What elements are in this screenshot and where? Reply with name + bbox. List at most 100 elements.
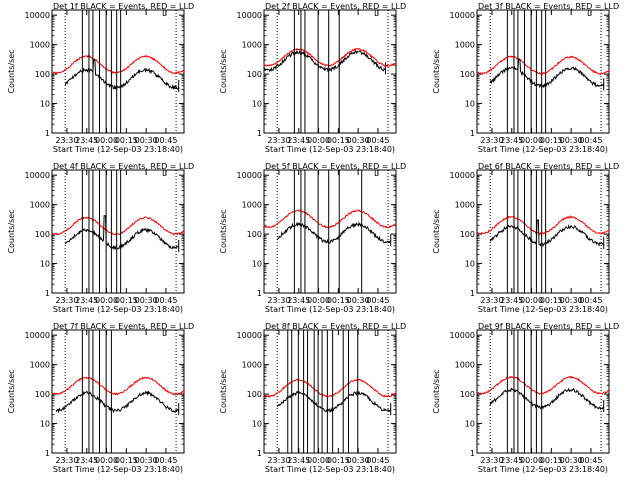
y-axis-label: Counts/sec [432, 209, 441, 253]
plot-frame [263, 169, 397, 294]
x-axis-label: Start Time (12-Sep-03 23:18:40) [478, 465, 608, 474]
y-axis-label: Counts/sec [7, 369, 16, 413]
y-tick-label: 100 [35, 230, 50, 239]
y-tick-label: 10 [252, 420, 262, 429]
panel-title: Det 4f BLACK = Events, RED = LLD [53, 162, 194, 171]
y-axis-label: Counts/sec [432, 369, 441, 413]
plot-frame [51, 9, 185, 134]
corner-label: L [374, 329, 379, 338]
plot-frame [476, 169, 610, 294]
series-events-line [64, 215, 180, 251]
series-events-line [55, 390, 180, 414]
plot-frame [263, 9, 397, 134]
x-tick-label: 00:30 [347, 136, 370, 145]
y-tick-label: 1 [257, 449, 262, 458]
y-tick-label: 1000 [242, 361, 262, 370]
x-tick-label: 23:45 [287, 136, 310, 145]
x-axis-label: Start Time (12-Sep-03 23:18:40) [53, 305, 183, 314]
x-tick-label: 23:30 [267, 136, 290, 145]
x-tick-label: 00:15 [540, 136, 563, 145]
panel-title: Det 2f BLACK = Events, RED = LLD [265, 2, 406, 11]
y-tick-label: 1 [45, 449, 50, 458]
x-tick-label: 00:00 [95, 136, 118, 145]
plot-frame [476, 329, 610, 454]
x-tick-label: 00:30 [560, 296, 583, 305]
x-tick-label: 00:30 [135, 456, 158, 465]
x-axis-label: Start Time (12-Sep-03 23:18:40) [265, 465, 395, 474]
x-tick-label: 23:45 [500, 136, 523, 145]
plot-frame [263, 329, 397, 454]
y-axis-label: Counts/sec [219, 209, 228, 253]
y-tick-label: 10000 [450, 171, 475, 180]
series-events-line [263, 49, 386, 73]
x-tick-label: 00:00 [307, 136, 330, 145]
series-events-line [64, 59, 180, 91]
x-tick-label: 23:30 [267, 296, 290, 305]
x-tick-label: 00:45 [579, 136, 602, 145]
x-tick-label: 23:30 [55, 456, 78, 465]
corner-label: L [374, 169, 379, 178]
x-tick-label: 00:30 [135, 296, 158, 305]
y-axis-label: Counts/sec [219, 49, 228, 93]
y-tick-label: 100 [460, 390, 475, 399]
x-axis-label: Start Time (12-Sep-03 23:18:40) [53, 465, 183, 474]
x-tick-label: 23:30 [55, 296, 78, 305]
x-tick-label: 00:30 [560, 456, 583, 465]
corner-label: L [162, 169, 167, 178]
series-lld-line [51, 216, 185, 236]
x-tick-label: 00:00 [307, 296, 330, 305]
y-tick-label: 100 [460, 70, 475, 79]
series-lld-line [476, 375, 610, 395]
y-tick-label: 100 [247, 230, 262, 239]
x-tick-label: 23:45 [500, 456, 523, 465]
x-tick-label: 23:45 [500, 296, 523, 305]
corner-label: L [162, 9, 167, 18]
y-tick-label: 100 [35, 390, 50, 399]
x-tick-label: 23:30 [480, 136, 503, 145]
y-tick-label: 10 [465, 260, 475, 269]
y-tick-label: 1000 [30, 361, 50, 370]
y-tick-label: 10 [252, 100, 262, 109]
panel-title: Det 8f BLACK = Events, RED = LLD [265, 322, 406, 331]
series-lld-line [263, 47, 397, 68]
y-axis-label: Counts/sec [7, 49, 16, 93]
y-axis-label: Counts/sec [7, 209, 16, 253]
y-tick-label: 1000 [242, 41, 262, 50]
series-lld-line [51, 376, 185, 396]
x-tick-label: 00:45 [579, 456, 602, 465]
y-tick-label: 10 [252, 260, 262, 269]
y-tick-label: 1 [470, 129, 475, 138]
x-tick-label: 00:15 [327, 296, 350, 305]
y-tick-label: 10000 [450, 11, 475, 20]
y-tick-label: 10 [40, 100, 50, 109]
series-events-line [489, 58, 605, 89]
y-tick-label: 10 [465, 100, 475, 109]
y-tick-label: 10 [40, 420, 50, 429]
x-axis-label: Start Time (12-Sep-03 23:18:40) [478, 145, 608, 154]
y-tick-label: 10000 [25, 11, 50, 20]
x-tick-label: 23:45 [75, 456, 98, 465]
corner-label: L [587, 169, 592, 178]
corner-label: L [162, 329, 167, 338]
y-tick-label: 100 [35, 70, 50, 79]
x-tick-label: 00:30 [135, 136, 158, 145]
x-tick-label: 00:15 [115, 136, 138, 145]
x-tick-label: 00:30 [347, 456, 370, 465]
x-axis-label: Start Time (12-Sep-03 23:18:40) [265, 305, 395, 314]
series-lld-line [476, 55, 610, 76]
corner-label: L [374, 9, 379, 18]
y-tick-label: 100 [247, 390, 262, 399]
x-tick-label: 00:15 [327, 456, 350, 465]
x-tick-label: 00:15 [115, 296, 138, 305]
x-tick-label: 00:45 [154, 456, 177, 465]
x-tick-label: 23:30 [267, 456, 290, 465]
x-tick-label: 23:45 [75, 296, 98, 305]
x-tick-label: 00:00 [520, 296, 543, 305]
